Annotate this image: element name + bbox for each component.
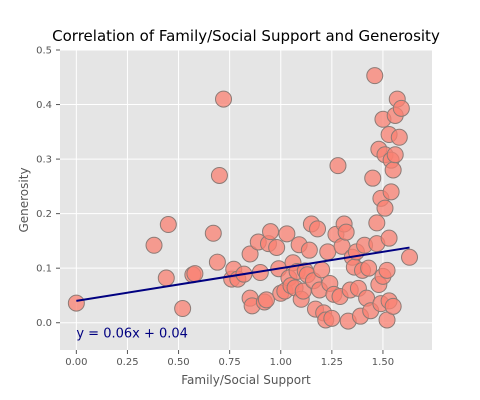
- data-point: [401, 248, 419, 266]
- x-tick-label: 0.25: [116, 357, 138, 368]
- data-point: [210, 166, 228, 184]
- data-point: [208, 253, 226, 271]
- data-point: [392, 99, 410, 117]
- data-point: [67, 294, 85, 312]
- x-axis-ticks: 0.00 0.25 0.50 0.75 1.00 1.25 1.50: [65, 350, 394, 368]
- data-point: [384, 297, 402, 315]
- data-point: [241, 245, 259, 263]
- data-point: [319, 243, 337, 261]
- x-tick-label: 0.75: [219, 357, 241, 368]
- data-point: [380, 229, 398, 247]
- y-axis-label: Generosity: [17, 167, 31, 232]
- y-tick-label: 0.1: [36, 264, 52, 275]
- x-tick-label: 1.25: [321, 357, 343, 368]
- x-tick-label: 0.00: [65, 357, 87, 368]
- data-point: [145, 236, 163, 254]
- data-point: [390, 128, 408, 146]
- x-tick-label: 1.00: [270, 357, 292, 368]
- data-point: [262, 223, 280, 241]
- data-point: [157, 269, 175, 287]
- y-tick-label: 0.0: [36, 318, 52, 329]
- data-point: [215, 90, 233, 108]
- x-tick-label: 1.50: [372, 357, 394, 368]
- y-tick-label: 0.5: [36, 46, 52, 57]
- y-tick-label: 0.2: [36, 209, 52, 220]
- data-point: [159, 216, 177, 234]
- data-point: [257, 291, 275, 309]
- data-point: [323, 309, 341, 327]
- data-point: [174, 300, 192, 318]
- data-point: [186, 265, 204, 283]
- y-tick-label: 0.4: [36, 100, 52, 111]
- data-point: [382, 183, 400, 201]
- data-point: [204, 224, 222, 242]
- data-point: [384, 161, 402, 179]
- data-point: [376, 199, 394, 217]
- chart-title: Correlation of Family/Social Support and…: [52, 27, 440, 45]
- data-point: [278, 225, 296, 243]
- data-point: [300, 241, 318, 259]
- y-axis-ticks: 0.0 0.1 0.2 0.3 0.4 0.5: [36, 46, 60, 329]
- regression-equation: y = 0.06x + 0.04: [76, 327, 188, 342]
- data-points: [67, 67, 419, 330]
- x-axis-label: Family/Social Support: [181, 373, 311, 387]
- data-point: [364, 169, 382, 187]
- regression-line: [76, 246, 410, 302]
- data-point: [368, 214, 386, 232]
- grid-lines: [60, 49, 432, 350]
- data-point: [268, 238, 286, 256]
- x-tick-label: 0.50: [167, 357, 189, 368]
- y-tick-label: 0.3: [36, 155, 52, 166]
- data-point: [366, 67, 384, 85]
- data-point: [309, 220, 327, 238]
- data-point: [337, 223, 355, 241]
- data-point: [378, 261, 396, 279]
- data-point: [329, 157, 347, 175]
- data-point: [386, 146, 404, 164]
- data-point: [360, 259, 378, 277]
